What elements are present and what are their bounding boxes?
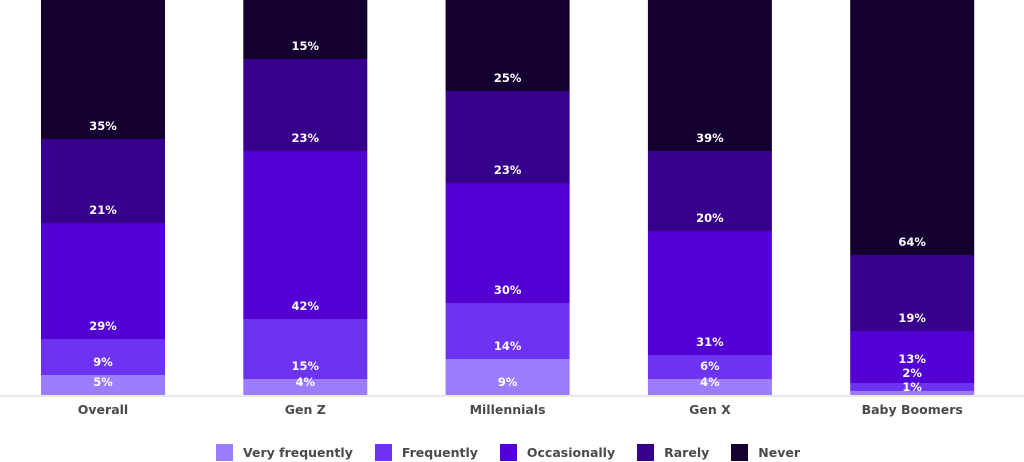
bar-segment-never bbox=[647, 0, 772, 151]
data-label: 1% bbox=[902, 380, 922, 394]
data-label: 64% bbox=[898, 235, 926, 249]
legend-label: Rarely bbox=[664, 445, 710, 460]
data-label: 35% bbox=[89, 119, 117, 133]
data-label: 14% bbox=[494, 339, 522, 353]
bar-segment-never bbox=[445, 0, 570, 91]
bar-segment-rarely bbox=[41, 139, 165, 223]
bar-segment-never bbox=[41, 0, 165, 139]
data-label: 15% bbox=[292, 39, 320, 53]
data-label: 15% bbox=[292, 359, 320, 373]
data-label: 25% bbox=[494, 71, 522, 85]
bar-segment-rarely bbox=[647, 151, 772, 231]
category-label: Baby Boomers bbox=[862, 402, 963, 417]
legend-label: Very frequently bbox=[243, 445, 353, 460]
data-label: 23% bbox=[494, 163, 522, 177]
category-label: Millennials bbox=[470, 402, 546, 417]
legend-item: Occasionally bbox=[499, 444, 616, 461]
data-label: 21% bbox=[89, 203, 117, 217]
data-label: 4% bbox=[296, 375, 316, 389]
legend-swatch bbox=[499, 444, 517, 461]
bar-segment-frequently bbox=[647, 355, 772, 379]
legend-item: Rarely bbox=[637, 444, 709, 461]
data-label: 20% bbox=[696, 211, 724, 225]
data-label: 31% bbox=[696, 335, 724, 349]
legend-swatch bbox=[216, 444, 233, 461]
bar-segment-occasionally bbox=[647, 231, 772, 355]
data-label: 23% bbox=[292, 131, 320, 145]
bar-segment-occasionally bbox=[850, 331, 975, 383]
data-label: 5% bbox=[93, 375, 113, 389]
bar-segment-very-frequently bbox=[850, 391, 975, 395]
bar-segment-frequently bbox=[243, 319, 368, 379]
category-label: Overall bbox=[78, 402, 128, 417]
bar-segment-rarely bbox=[445, 91, 570, 183]
data-label: 9% bbox=[93, 355, 113, 369]
legend-item: Frequently bbox=[374, 444, 478, 461]
stacked-bar-chart: 5% 9% 29% 21% 35% Overall 4% 15% 42% 23% 15% Gen Z 9… bbox=[0, 0, 1024, 417]
bar-segment-frequently bbox=[445, 303, 570, 359]
data-label: 30% bbox=[494, 283, 522, 297]
bar-segment-rarely bbox=[850, 255, 975, 331]
bar-segment-rarely bbox=[243, 59, 368, 151]
legend-swatch bbox=[374, 444, 392, 461]
legend-label: Occasionally bbox=[526, 445, 616, 460]
data-label: 13% bbox=[898, 352, 926, 366]
data-label: 9% bbox=[498, 375, 518, 389]
data-label: 6% bbox=[700, 359, 720, 373]
bar-segment-occasionally bbox=[445, 183, 570, 303]
bar-segment-very-frequently bbox=[243, 379, 368, 395]
data-label: 4% bbox=[700, 375, 720, 389]
legend: Very frequently Frequently Occasionally Rar… bbox=[0, 444, 1024, 461]
bar-segment-never bbox=[243, 0, 368, 59]
data-label: 19% bbox=[898, 311, 926, 325]
bar-segment-frequently bbox=[850, 383, 975, 391]
data-label: 39% bbox=[696, 131, 724, 145]
bar-segment-occasionally bbox=[243, 151, 368, 319]
bar-segment-frequently bbox=[41, 339, 165, 375]
bar-segment-occasionally bbox=[41, 223, 165, 339]
data-label: 29% bbox=[89, 319, 117, 333]
category-label: Gen Z bbox=[285, 402, 326, 417]
legend-item: Very frequently bbox=[216, 444, 353, 461]
bar-segment-very-frequently bbox=[445, 359, 570, 395]
legend-label: Frequently bbox=[401, 445, 478, 460]
legend-swatch bbox=[731, 444, 749, 461]
legend-label: Never bbox=[758, 445, 800, 460]
bar-segment-never bbox=[850, 0, 975, 255]
legend-swatch bbox=[637, 444, 655, 461]
data-label: 42% bbox=[292, 299, 320, 313]
data-label: 2% bbox=[902, 366, 922, 380]
legend-item: Never bbox=[731, 444, 800, 461]
bar-segment-very-frequently bbox=[647, 379, 772, 395]
category-label: Gen X bbox=[689, 402, 731, 417]
bar-segment-very-frequently bbox=[41, 375, 165, 395]
